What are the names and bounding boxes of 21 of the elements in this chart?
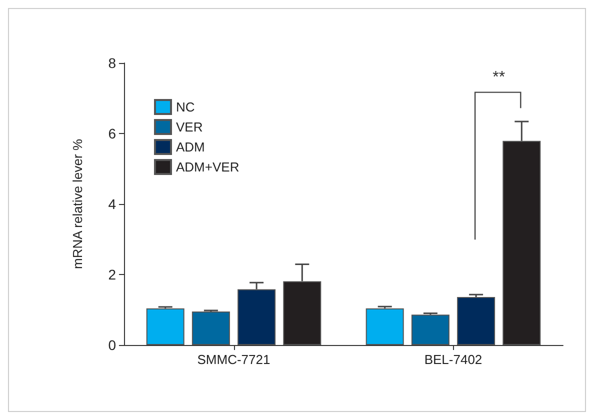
legend-label: NC: [176, 100, 195, 114]
legend-label: ADM: [176, 140, 205, 154]
bar: [366, 308, 404, 345]
bar: [146, 308, 184, 345]
y-tick-label: 8: [108, 55, 116, 71]
x-tick-label: BEL-7402: [424, 352, 482, 367]
y-axis-title: mRNA relative lever %: [70, 138, 85, 270]
legend-label: VER: [176, 120, 203, 134]
bar: [457, 297, 496, 345]
y-tick-label: 0: [108, 337, 116, 353]
bar: [502, 140, 541, 345]
bar: [411, 314, 450, 345]
x-tick-label: SMMC-7721: [197, 352, 270, 367]
bar: [192, 312, 230, 345]
y-tick-label: 6: [108, 126, 116, 142]
bar: [238, 289, 276, 345]
y-tick-label: 2: [108, 266, 116, 282]
annotation: **: [492, 68, 506, 86]
y-tick-label: 4: [108, 196, 116, 212]
bar: [283, 281, 322, 345]
legend-label: ADM+VER: [176, 160, 240, 174]
